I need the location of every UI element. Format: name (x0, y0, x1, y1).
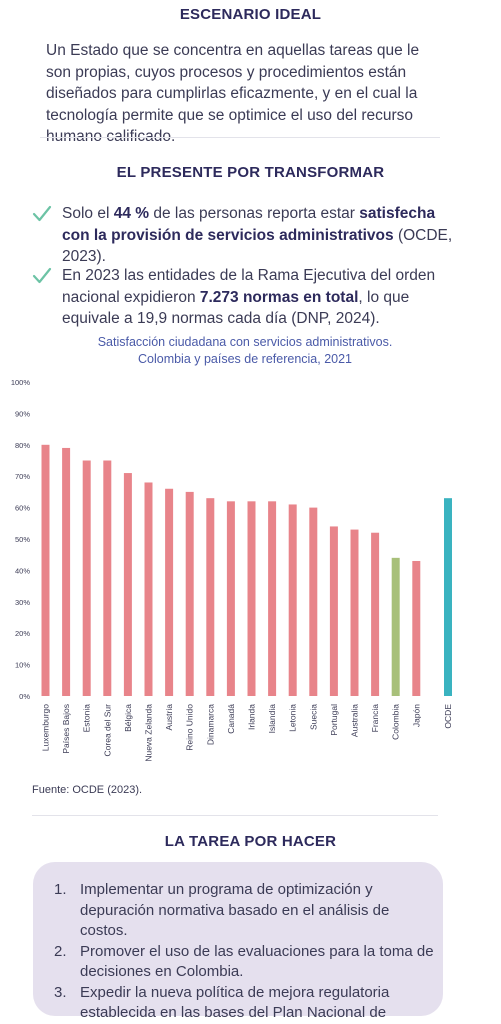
y-tick-label: 50% (15, 535, 30, 544)
task-item: 3. Expedir la nueva política de mejora r… (54, 983, 434, 1024)
ideal-scenario-title: ESCENARIO IDEAL (179, 6, 322, 23)
task-number: 2. (54, 942, 67, 960)
bar-reino-unido (185, 491, 194, 696)
task-item: 2. Promover el uso de las evaluaciones p… (54, 942, 434, 983)
bullet-text: Solo el 44 % de las personas reporta est… (62, 205, 453, 265)
bar-japón (412, 560, 421, 696)
bar-colombia (391, 557, 400, 696)
satisfaction-bar-chart: 0% 10% 20% 30% 40% 50% 60% 70% 80% 90% 100% Luxembu… (11, 378, 453, 762)
bar-nueva-zelanda (144, 482, 153, 696)
task-box (33, 862, 443, 1016)
y-tick-label: 100% (11, 378, 31, 387)
bar-estonia (82, 460, 91, 696)
task-text: Implementar un programa de optimización … (80, 881, 390, 939)
bar-países-bajos (62, 447, 71, 696)
x-tick-label: Letonia (288, 704, 298, 732)
bar-portugal (329, 526, 338, 696)
y-tick-label: 0% (19, 692, 30, 701)
bar-canadá (226, 501, 235, 696)
bar-bélgica (123, 473, 132, 696)
x-tick-label: Bélgica (123, 704, 133, 732)
y-tick-label: 90% (15, 409, 30, 418)
y-tick-label: 10% (15, 661, 30, 670)
task-list: 1. Implementar un programa de optimizaci… (54, 880, 434, 1024)
x-tick-label: Suecia (308, 704, 318, 730)
y-tick-label: 60% (15, 504, 30, 513)
x-tick-label: Colombia (391, 704, 401, 740)
check-icon (32, 267, 52, 284)
x-tick-label: Luxemburgo (41, 704, 51, 752)
x-tick-label: Japón (411, 704, 421, 727)
section-divider (40, 137, 440, 138)
task-text: Promover el uso de las evaluaciones para… (80, 942, 434, 981)
x-tick-label: Canadá (226, 704, 236, 734)
chart-title: Satisfacción ciudadana con servicios adm… (0, 334, 490, 368)
chart-source: Fuente: OCDE (2023). (32, 784, 143, 796)
bar-luxemburgo (41, 444, 50, 696)
bar-letonia (288, 504, 297, 696)
task-text: Expedir la nueva política de mejora regu… (80, 983, 390, 1022)
bar-irlanda (247, 501, 256, 696)
bullet-text: En 2023 las entidades de la Rama Ejecuti… (62, 267, 436, 327)
bar-islandia (268, 501, 277, 696)
x-tick-label: Estonia (82, 704, 92, 733)
chart-title-line: Satisfacción ciudadana con servicios adm… (97, 335, 393, 349)
x-tick-label: Dinamarca (205, 704, 215, 745)
bar-australia (350, 529, 359, 696)
section-divider (32, 815, 438, 816)
bar-austria (165, 488, 174, 696)
x-tick-label: Australia (350, 704, 360, 737)
x-tick-label: Austria (164, 704, 174, 731)
task-number: 1. (54, 881, 67, 898)
x-tick-label: Reino Unido (185, 704, 195, 751)
task-number: 3. (54, 983, 67, 1001)
y-tick-label: 80% (15, 441, 30, 450)
y-tick-label: 30% (15, 598, 30, 607)
y-tick-label: 70% (15, 472, 30, 481)
x-tick-label: Nueva Zelanda (144, 704, 154, 762)
task-item: 1. Implementar un programa de optimizaci… (54, 880, 434, 942)
y-tick-label: 40% (15, 566, 30, 575)
x-tick-label: Países Bajos (61, 704, 71, 754)
chart-subtitle-line: Colombia y países de referencia, 2021 (137, 352, 352, 366)
bar-corea-del-sur (103, 460, 112, 696)
bar-dinamarca (206, 498, 215, 696)
check-icon (32, 205, 52, 222)
x-tick-label: Islandia (267, 704, 277, 734)
bar-suecia (309, 507, 318, 696)
x-tick-label: Francia (370, 704, 380, 733)
x-tick-label: OCDE (443, 704, 453, 729)
bar-francia (371, 532, 380, 696)
x-tick-label: Irlanda (247, 704, 257, 730)
present-title: EL PRESENTE POR TRANSFORMAR (116, 164, 385, 181)
bar-ocde (444, 498, 452, 696)
x-tick-label: Corea del Sur (102, 704, 112, 757)
y-tick-label: 20% (15, 629, 30, 638)
x-tick-label: Portugal (329, 704, 339, 736)
task-title: LA TAREA POR HACER (164, 833, 337, 850)
ideal-scenario-text: Un Estado que se concentra en aquellas t… (46, 42, 420, 145)
